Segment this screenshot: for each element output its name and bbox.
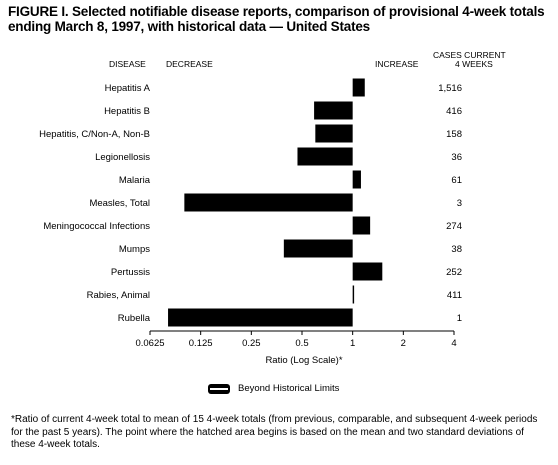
cases-hepatitis-a: 1,516: [438, 83, 462, 94]
increase-header: INCREASE: [375, 59, 419, 69]
cases-malaria: 61: [451, 175, 462, 186]
bar-hepatitis-b: [314, 101, 353, 120]
bar-rabies-animal: [352, 285, 355, 304]
cases-rabies-animal: 411: [447, 290, 462, 301]
x-tick-label-6: 4: [451, 338, 456, 349]
x-axis-title: Ratio (Log Scale)*: [265, 355, 342, 366]
category-label-rubella: Rubella: [118, 313, 151, 324]
disease-column-header: DISEASE: [109, 59, 146, 69]
x-tick-label-5: 2: [401, 338, 406, 349]
x-axis: 0.0625 0.125 0.25 0.5 1 2 4 Ratio (Log Scale)*: [135, 330, 457, 366]
cases-measles-total: 3: [457, 198, 462, 209]
category-label-malaria: Malaria: [119, 175, 151, 186]
bar-meningococcal-infections: [352, 216, 371, 235]
chart-rows: Hepatitis A 1,516 Hepatitis B 416 Hepatitis,…: [39, 78, 462, 327]
cases-hepatitis-c-non-a-non-b: 158: [446, 129, 462, 140]
bar-hepatitis-c-non-a-non-b: [315, 124, 353, 143]
figure-title: FIGURE I. Selected notifiable disease re…: [8, 4, 545, 34]
x-tick-label-2: 0.25: [242, 338, 261, 349]
x-tick-label-3: 0.5: [295, 338, 308, 349]
cases-hepatitis-b: 416: [446, 106, 462, 117]
bar-legionellosis: [297, 147, 353, 166]
cases-pertussis: 252: [446, 267, 462, 278]
category-label-measles-total: Measles, Total: [89, 198, 150, 209]
decrease-header: DECREASE: [166, 59, 213, 69]
bar-mumps: [283, 239, 353, 258]
bar-rubella: [168, 308, 353, 327]
x-tick-label-0: 0.0625: [135, 338, 164, 349]
x-tick-label-4: 1: [350, 338, 355, 349]
cases-header-line2: 4 WEEKS: [455, 59, 493, 69]
bar-measles-total: [184, 193, 353, 212]
bar-malaria: [352, 170, 361, 189]
cases-header-line1: CASES CURRENT: [433, 50, 506, 60]
category-label-rabies-animal: Rabies, Animal: [87, 290, 150, 301]
cases-mumps: 38: [451, 244, 462, 255]
footnote: *Ratio of current 4-week total to mean o…: [6, 414, 551, 452]
category-label-meningococcal-infections: Meningococcal Infections: [43, 221, 150, 232]
category-label-legionellosis: Legionellosis: [95, 152, 150, 163]
category-label-hepatitis-c-non-a-non-b: Hepatitis, C/Non-A, Non-B: [39, 129, 150, 140]
legend-swatch: [208, 384, 230, 394]
category-label-mumps: Mumps: [119, 244, 150, 255]
cases-meningococcal-infections: 274: [446, 221, 462, 232]
ratio-bar-chart: Hepatitis A 1,516 Hepatitis B 416 Hepatitis,…: [39, 78, 462, 366]
cases-legionellosis: 36: [451, 152, 462, 163]
x-tick-label-1: 0.125: [189, 338, 213, 349]
footnote-text: *Ratio of current 4-week total to mean o…: [11, 414, 538, 450]
category-label-hepatitis-b: Hepatitis B: [104, 106, 150, 117]
legend-label: Beyond Historical Limits: [238, 383, 340, 394]
category-label-hepatitis-a: Hepatitis A: [105, 83, 151, 94]
cases-rubella: 1: [457, 313, 462, 324]
bar-pertussis: [352, 262, 383, 281]
category-label-pertussis: Pertussis: [111, 267, 150, 278]
bar-hepatitis-a: [352, 78, 365, 97]
